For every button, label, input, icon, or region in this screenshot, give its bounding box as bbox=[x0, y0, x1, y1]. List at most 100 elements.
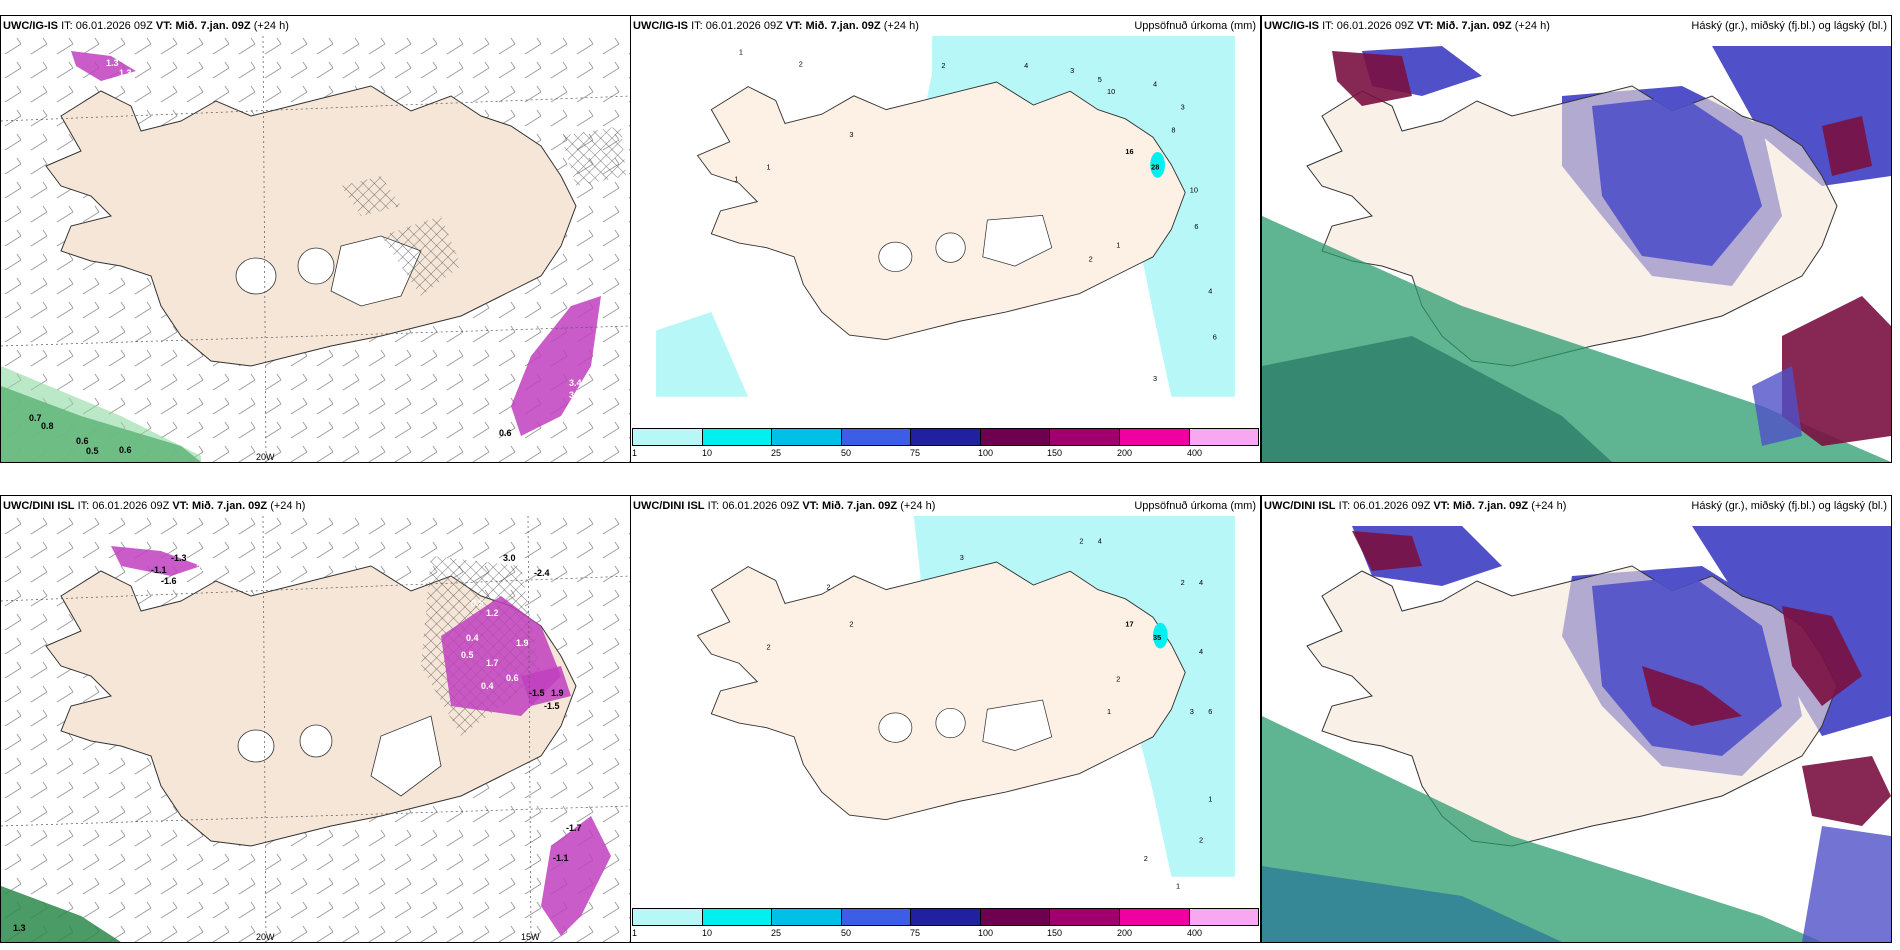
colorbar-segment bbox=[980, 909, 1051, 925]
precip-value: 4 bbox=[1098, 537, 1102, 546]
precip-value: 5 bbox=[1098, 75, 1102, 84]
value-label: 1.9 bbox=[551, 688, 564, 698]
colorbar-tick: 1 bbox=[632, 928, 638, 938]
colorbar-tick: 25 bbox=[771, 928, 782, 938]
colorbar-segment bbox=[1119, 909, 1190, 925]
value-label: 2.5 bbox=[536, 438, 549, 448]
precip-colorbar bbox=[632, 908, 1259, 926]
colorbar-segment bbox=[841, 909, 912, 925]
colorbar-tick: 75 bbox=[910, 448, 921, 458]
panel-clouds-igis: UWC/IG-IS IT: 06.01.2026 09Z VT: Mið. 7.… bbox=[1261, 15, 1892, 463]
value-label: 1.9 bbox=[516, 638, 529, 648]
colorbar-segment bbox=[702, 909, 773, 925]
colorbar-segment bbox=[1050, 909, 1120, 925]
colorbar-tick: 25 bbox=[771, 448, 782, 458]
value-label: 3.6 bbox=[569, 390, 582, 400]
value-label: 0.5 bbox=[471, 598, 484, 608]
value-label: 0.8 bbox=[41, 421, 54, 431]
panel-title: UWC/IG-IS IT: 06.01.2026 09Z VT: Mið. 7.… bbox=[3, 20, 289, 32]
precip-value: 2 bbox=[1116, 675, 1120, 684]
precip-value: 3 bbox=[1070, 66, 1074, 75]
precip-value: 1 bbox=[767, 162, 771, 171]
colorbar-segment bbox=[841, 429, 912, 445]
value-label: -1.1 bbox=[151, 565, 167, 575]
colorbar-tick: 10 bbox=[702, 928, 713, 938]
precip-value: 2 bbox=[1079, 537, 1083, 546]
colorbar-segment bbox=[911, 429, 981, 445]
precip-value: 10 bbox=[1190, 185, 1198, 194]
precip-value: 1 bbox=[1116, 241, 1120, 250]
value-label: 1.2 bbox=[486, 608, 499, 618]
value-label: 0.6 bbox=[506, 673, 519, 683]
panel-precip-igis: UWC/IG-IS IT: 06.01.2026 09Z VT: Mið. 7.… bbox=[630, 15, 1261, 463]
value-label: -2.4 bbox=[534, 568, 550, 578]
precip-value: 3 bbox=[1190, 707, 1194, 716]
precip-value: 1 bbox=[1176, 882, 1180, 891]
precip-value: 1 bbox=[739, 47, 743, 56]
precip-value: 1 bbox=[734, 174, 738, 183]
precip-value: 3 bbox=[1153, 374, 1157, 383]
value-label: 1.7 bbox=[486, 658, 499, 668]
precip-value: 4 bbox=[1199, 578, 1203, 587]
colorbar-segment bbox=[633, 909, 703, 925]
precip-map: 35 17 3 2 4 2 4 4 6 3 1 2 1 2 2 1 2 2 2 bbox=[696, 516, 1235, 891]
precip-map: 28 16 1 2 2 4 3 5 10 4 3 8 10 6 4 6 3 1 … bbox=[656, 36, 1235, 397]
colorbar-segment bbox=[911, 909, 981, 925]
colorbar-segment bbox=[1189, 429, 1259, 445]
colorbar-tick: 50 bbox=[841, 448, 852, 458]
precip-value: 10 bbox=[1107, 87, 1115, 96]
precip-value: 6 bbox=[1213, 333, 1217, 342]
value-label: -1.5 bbox=[529, 688, 545, 698]
lon-label: 20W bbox=[256, 932, 275, 942]
value-label: 3.0 bbox=[503, 553, 516, 563]
precip-value: 2 bbox=[941, 61, 945, 70]
precip-value: 3 bbox=[849, 130, 853, 139]
precip-value: 4 bbox=[1208, 287, 1212, 296]
precip-value: 28 bbox=[1151, 162, 1159, 171]
panel-title: UWC/IG-IS IT: 06.01.2026 09Z VT: Mið. 7.… bbox=[1264, 20, 1550, 32]
panel-right-title: Háský (gr.), miðský (fj.bl.) og lágský (… bbox=[1691, 20, 1887, 32]
colorbar-segment bbox=[1119, 429, 1190, 445]
precip-value: 2 bbox=[849, 619, 853, 628]
panel-precip-dini: UWC/DINI ISL IT: 06.01.2026 09Z VT: Mið.… bbox=[630, 495, 1261, 943]
colorbar-tick: 200 bbox=[1117, 928, 1133, 938]
precip-value: 3 bbox=[960, 553, 964, 562]
precip-value: 16 bbox=[1125, 147, 1133, 156]
precip-value: 4 bbox=[1153, 80, 1157, 89]
precip-value: 1 bbox=[1208, 794, 1212, 803]
precip-value: 6 bbox=[1194, 222, 1198, 231]
colorbar-segment bbox=[772, 909, 842, 925]
colorbar-tick: 50 bbox=[841, 928, 852, 938]
precip-value: 2 bbox=[1144, 854, 1148, 863]
precip-value: 35 bbox=[1153, 633, 1161, 642]
value-label: 0.6 bbox=[499, 428, 512, 438]
lon-label: 15W bbox=[521, 932, 540, 942]
colorbar-tick: 400 bbox=[1187, 928, 1203, 938]
cloud-map bbox=[1262, 46, 1891, 462]
panel-right-title: Háský (gr.), miðský (fj.bl.) og lágský (… bbox=[1691, 500, 1887, 512]
value-label: -1.5 bbox=[544, 701, 560, 711]
value-label: 2.8 bbox=[196, 563, 209, 573]
panel-right-title: Uppsöfnuð úrkoma (mm) bbox=[1134, 500, 1256, 512]
colorbar-segment bbox=[702, 429, 773, 445]
wind-map: -1.3 -1.1 -1.6 2.8 3.0 -2.4 0.5 1.2 0.4 … bbox=[1, 516, 630, 942]
colorbar-tick: 200 bbox=[1117, 448, 1133, 458]
panel-title: UWC/DINI ISL IT: 06.01.2026 09Z VT: Mið.… bbox=[1264, 500, 1567, 512]
value-label: -1.1 bbox=[553, 853, 569, 863]
colorbar-segment bbox=[772, 429, 842, 445]
panel-title: UWC/DINI ISL IT: 06.01.2026 09Z VT: Mið.… bbox=[3, 500, 306, 512]
colorbar-segment bbox=[1050, 429, 1120, 445]
precip-value: 2 bbox=[1199, 836, 1203, 845]
colorbar-ticks: 1 10 25 50 75 100 150 200 400 bbox=[632, 928, 1259, 940]
colorbar-tick: 75 bbox=[910, 928, 921, 938]
value-label: -1.3 bbox=[171, 553, 187, 563]
precip-value: 8 bbox=[1171, 126, 1175, 135]
value-label: 0.5 bbox=[86, 446, 99, 456]
precip-value: 6 bbox=[1208, 707, 1212, 716]
precip-value: 2 bbox=[799, 59, 803, 68]
colorbar-segment bbox=[633, 429, 703, 445]
value-label: 1.3 bbox=[106, 58, 119, 68]
wind-map: 0.7 0.8 0.6 0.5 0.6 3.4 3.6 2.5 0.6 1.3 … bbox=[1, 36, 630, 462]
precip-value: 1 bbox=[1107, 707, 1111, 716]
colorbar-tick: 100 bbox=[978, 928, 994, 938]
